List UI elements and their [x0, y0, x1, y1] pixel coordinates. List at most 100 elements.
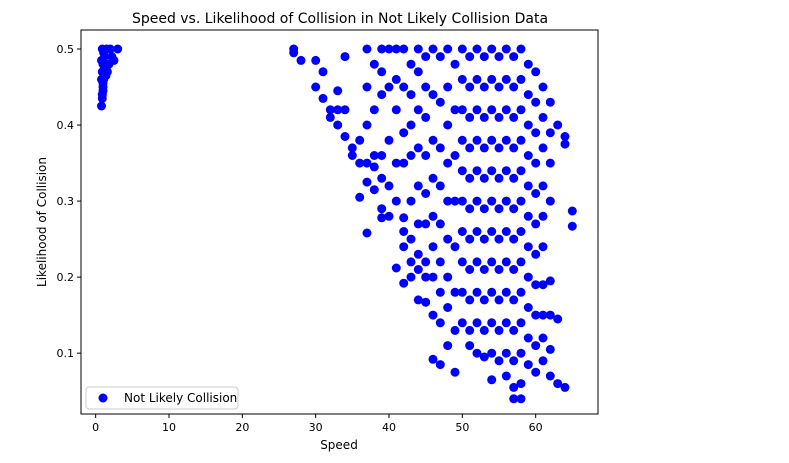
data-point: [421, 112, 431, 122]
legend-marker-icon: [98, 393, 108, 403]
data-point: [406, 196, 416, 206]
data-point: [487, 257, 497, 267]
data-point: [523, 90, 533, 100]
data-point: [421, 82, 431, 92]
data-point: [545, 371, 555, 381]
data-point: [450, 325, 460, 335]
data-point: [516, 394, 526, 404]
data-point: [523, 59, 533, 69]
data-point: [428, 272, 438, 282]
data-point: [450, 59, 460, 69]
data-point: [406, 59, 416, 69]
data-point: [399, 242, 409, 252]
data-point: [516, 166, 526, 176]
data-point: [560, 139, 570, 149]
data-point: [487, 74, 497, 84]
data-point: [472, 74, 482, 84]
data-point: [428, 44, 438, 54]
data-point: [97, 55, 106, 65]
data-point: [487, 348, 497, 358]
x-axis-label: Speed: [320, 438, 358, 452]
data-point: [501, 348, 511, 358]
data-point: [472, 44, 482, 54]
data-point: [516, 196, 526, 206]
data-point: [487, 196, 497, 206]
data-point: [428, 173, 438, 183]
data-point: [501, 227, 511, 236]
data-point: [538, 356, 548, 366]
data-point: [443, 341, 453, 351]
plot-area: [80, 29, 599, 415]
data-point: [457, 287, 467, 297]
data-point: [399, 278, 409, 288]
data-point: [509, 356, 519, 366]
data-point: [494, 204, 504, 214]
data-point: [538, 310, 548, 320]
data-point: [487, 318, 497, 328]
data-point: [494, 295, 504, 305]
data-point: [325, 105, 335, 115]
data-point: [377, 90, 387, 100]
data-point: [465, 234, 475, 244]
data-point: [355, 135, 365, 145]
data-point: [443, 196, 453, 206]
data-point: [457, 318, 467, 328]
data-point: [435, 287, 445, 297]
data-point: [340, 52, 350, 62]
data-point: [531, 158, 541, 168]
data-point: [428, 310, 438, 320]
data-point: [428, 90, 438, 100]
data-point: [509, 234, 519, 244]
y-tick-label: 0.3: [57, 195, 75, 208]
data-point: [472, 348, 482, 358]
data-point: [333, 86, 343, 96]
data-point: [457, 257, 467, 267]
data-point: [435, 219, 445, 229]
data-point: [435, 257, 445, 267]
data-point: [421, 189, 431, 198]
data-point: [399, 227, 409, 236]
data-point: [435, 97, 445, 107]
data-point: [516, 44, 526, 54]
data-point: [545, 158, 555, 168]
data-point: [450, 367, 460, 377]
data-point: [538, 82, 548, 92]
data-point: [538, 280, 548, 290]
data-point: [494, 356, 504, 366]
data-point: [333, 120, 343, 130]
data-point: [531, 310, 541, 320]
data-point: [377, 67, 387, 77]
data-point: [472, 105, 482, 115]
data-point: [531, 367, 541, 377]
data-point: [516, 257, 526, 267]
data-point: [545, 97, 555, 107]
data-point: [472, 287, 482, 297]
data-point: [479, 325, 489, 335]
data-point: [311, 55, 321, 65]
data-point: [509, 204, 519, 214]
data-point: [384, 82, 394, 92]
data-point: [538, 143, 548, 153]
data-point: [545, 344, 555, 354]
data-point: [355, 192, 365, 202]
data-point: [435, 360, 445, 370]
data-point: [465, 265, 475, 274]
data-point: [509, 143, 519, 153]
data-point: [102, 67, 112, 77]
data-point: [545, 128, 555, 138]
data-point: [553, 120, 563, 130]
legend-label: Not Likely Collision: [124, 391, 237, 405]
data-point: [509, 325, 519, 335]
data-point: [443, 82, 453, 92]
data-point: [443, 234, 453, 244]
data-point: [362, 228, 372, 238]
data-point: [487, 166, 497, 176]
data-point: [479, 52, 489, 62]
data-point: [97, 93, 107, 103]
data-point: [538, 181, 548, 191]
data-point: [369, 105, 379, 115]
data-point: [501, 257, 511, 267]
data-point: [567, 206, 577, 216]
data-points: [97, 44, 577, 404]
data-point: [494, 325, 504, 335]
